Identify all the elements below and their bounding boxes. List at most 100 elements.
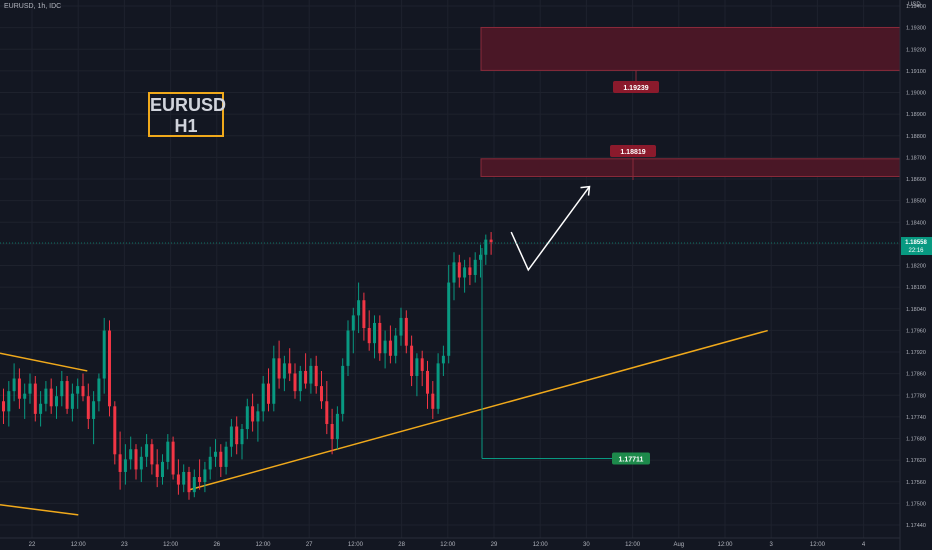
price-tick-label: 1.18100 bbox=[906, 285, 926, 291]
candle-body bbox=[129, 449, 133, 460]
candle-body bbox=[335, 413, 339, 440]
candle-body bbox=[118, 454, 122, 472]
candle-body bbox=[102, 330, 106, 379]
price-tick-label: 1.17560 bbox=[906, 480, 926, 486]
candle-body bbox=[314, 365, 318, 387]
arrow-head bbox=[580, 185, 591, 196]
candle-body bbox=[33, 383, 37, 414]
price-tick-label: 1.18700 bbox=[906, 155, 926, 161]
candle-body bbox=[60, 381, 64, 397]
upper-supply-zone[interactable] bbox=[480, 26, 901, 71]
candle-body bbox=[320, 386, 323, 402]
lower-supply-zone[interactable] bbox=[480, 158, 901, 177]
price-tick-label: 1.17500 bbox=[906, 501, 926, 507]
candle-body bbox=[2, 401, 5, 412]
candle-body bbox=[171, 441, 175, 475]
candle-body bbox=[113, 406, 117, 455]
time-tick-label: 3 bbox=[770, 542, 774, 548]
price-axis[interactable] bbox=[900, 0, 932, 550]
candle-body bbox=[245, 406, 249, 430]
candle-body bbox=[436, 363, 440, 409]
candle-body bbox=[330, 423, 334, 440]
candle-body bbox=[388, 340, 392, 356]
candle-body bbox=[86, 396, 90, 419]
price-tick-label: 1.18200 bbox=[906, 264, 926, 270]
candle-body bbox=[267, 383, 270, 404]
bar-countdown: 22:16 bbox=[908, 248, 924, 254]
candle-body bbox=[17, 378, 21, 399]
candle-body bbox=[420, 358, 424, 371]
candle-body bbox=[92, 401, 96, 419]
price-tick-label: 1.19100 bbox=[906, 69, 926, 75]
candle-body bbox=[208, 456, 212, 470]
candle-body bbox=[383, 340, 387, 354]
old-upper-trendline[interactable] bbox=[0, 352, 88, 372]
lower-zone-tag bbox=[610, 145, 656, 157]
candle-body bbox=[256, 411, 260, 422]
candle-body bbox=[235, 426, 239, 445]
time-tick-label: 29 bbox=[491, 542, 498, 548]
price-tick-label: 1.18040 bbox=[906, 307, 926, 313]
candle-body bbox=[282, 363, 286, 379]
candle-body bbox=[76, 386, 80, 394]
candle-body bbox=[309, 365, 313, 384]
candle-body bbox=[251, 406, 255, 422]
candle-body bbox=[362, 300, 366, 329]
price-tick-label: 1.18900 bbox=[906, 112, 926, 118]
price-tick-label: 1.19200 bbox=[906, 47, 926, 53]
pair-name: EURUSD bbox=[150, 95, 227, 115]
upper-zone-tag bbox=[613, 81, 659, 93]
price-tick-label: 1.19300 bbox=[906, 26, 926, 32]
candle-body bbox=[219, 451, 223, 467]
time-tick-label: Aug bbox=[673, 542, 684, 548]
price-tick-label: 1.19000 bbox=[906, 91, 926, 97]
candle-body bbox=[214, 451, 217, 457]
price-tick-label: 1.17920 bbox=[906, 350, 926, 356]
candle-body bbox=[457, 262, 461, 278]
price-tick-label: 1.18400 bbox=[906, 220, 926, 226]
time-tick-label: 12:00 bbox=[348, 542, 364, 548]
candle-body bbox=[468, 267, 472, 275]
candle-body bbox=[378, 322, 382, 354]
candle-body bbox=[44, 388, 48, 404]
candle-body bbox=[123, 459, 127, 472]
candle-body bbox=[351, 315, 355, 331]
candle-body bbox=[108, 330, 111, 407]
candle-body bbox=[367, 328, 371, 344]
time-tick-label: 4 bbox=[862, 542, 866, 548]
candle-body bbox=[155, 464, 159, 478]
candle-body bbox=[410, 345, 414, 376]
candle-body bbox=[415, 358, 419, 376]
price-tick-label: 1.19400 bbox=[906, 4, 926, 10]
candle-body bbox=[12, 378, 16, 392]
candle-body bbox=[97, 378, 101, 402]
candle-body bbox=[39, 403, 43, 414]
candle-body bbox=[394, 335, 398, 356]
time-tick-label: 12:00 bbox=[717, 542, 733, 548]
timeframe: H1 bbox=[174, 116, 198, 136]
rising-support-trendline[interactable] bbox=[189, 329, 768, 491]
candle-body bbox=[288, 363, 292, 374]
low-marker-price: 1.17711 bbox=[619, 457, 644, 464]
candle-body bbox=[479, 254, 482, 260]
candle-body bbox=[28, 383, 32, 394]
candle-body bbox=[192, 477, 196, 493]
candle-body bbox=[325, 401, 329, 424]
price-tick-label: 1.18800 bbox=[906, 134, 926, 140]
candle-body bbox=[145, 444, 149, 457]
old-lower-trendline[interactable] bbox=[0, 504, 79, 516]
candle-body bbox=[176, 474, 180, 485]
candle-body bbox=[7, 391, 11, 412]
price-tick-label: 1.18600 bbox=[906, 177, 926, 183]
price-tick-label: 1.17740 bbox=[906, 415, 926, 421]
low-marker-tag bbox=[612, 452, 650, 465]
projection-path[interactable] bbox=[510, 186, 591, 272]
current-price-badge bbox=[901, 237, 932, 255]
time-tick-label: 23 bbox=[121, 542, 128, 548]
candle-body bbox=[463, 267, 467, 278]
candle-body bbox=[240, 429, 244, 445]
candle-body bbox=[431, 393, 435, 409]
candle-body bbox=[161, 461, 164, 478]
